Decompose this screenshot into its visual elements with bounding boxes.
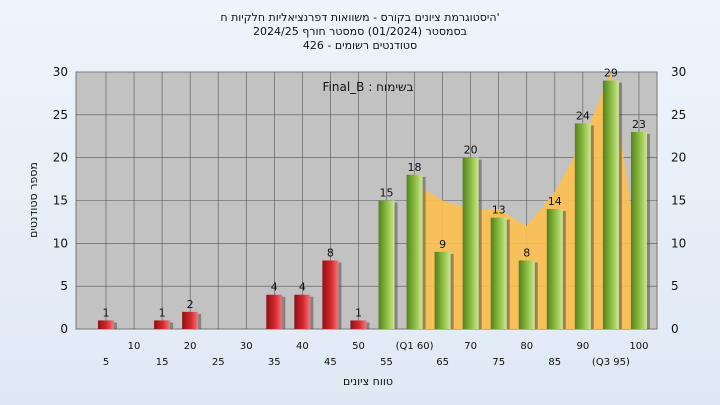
x-tick-label: 70	[464, 341, 477, 352]
bar	[294, 294, 311, 329]
x-tick-label: 30	[240, 341, 253, 352]
bar	[406, 174, 423, 329]
x-tick-label: 65	[436, 357, 449, 368]
data-label: 13	[492, 204, 506, 217]
y-tick-label-right: 10	[671, 236, 686, 250]
bar	[602, 80, 619, 329]
x-tick-label: 10	[128, 341, 141, 352]
y-tick-label-right: 0	[671, 322, 679, 336]
y-tick-label-right: 25	[671, 108, 686, 122]
title-line-3: סטודנטים רשומים - 426	[303, 39, 417, 52]
bar	[518, 260, 535, 329]
bar	[182, 311, 199, 329]
chart-title: 'היסטוגרמת ציונים בקורס - משוואות דפרנצי…	[220, 11, 499, 52]
data-label: 15	[380, 187, 394, 200]
data-label: 18	[408, 161, 422, 174]
data-label: 1	[103, 306, 110, 319]
y-tick-label-right: 15	[671, 194, 686, 208]
title-line-2: בסמסטר (01/2024) סמסטר חורף 2024/25	[253, 25, 467, 38]
y-tick-label-left: 5	[60, 279, 68, 293]
y-tick-label-right: 20	[671, 151, 686, 165]
bar	[490, 217, 507, 329]
data-label: 1	[355, 306, 362, 319]
bar	[350, 320, 367, 329]
bar	[630, 131, 647, 329]
x-tick-label: 55	[380, 357, 393, 368]
y-axis-ticks: 0 0 5 5 10 10 15 15 20 20 25 25 30 30	[53, 65, 687, 336]
annotation-label: בשימוח : Final_B	[323, 80, 414, 94]
bar	[574, 123, 591, 330]
y-tick-label-left: 30	[53, 65, 68, 79]
x-tick-label: 50	[352, 341, 365, 352]
data-label: 8	[327, 246, 334, 259]
x-tick-label: 90	[576, 341, 589, 352]
data-label: 14	[548, 195, 562, 208]
data-label: 1	[159, 306, 166, 319]
x-tick-label: 35	[268, 357, 281, 368]
bar	[378, 200, 395, 329]
y-tick-label-right: 30	[671, 65, 686, 79]
x-tick-label: 25	[212, 357, 225, 368]
title-line-1: 'היסטוגרמת ציונים בקורס - משוואות דפרנצי…	[220, 11, 499, 24]
data-label: 24	[576, 109, 590, 122]
data-label: 9	[439, 238, 446, 251]
bar	[266, 294, 283, 329]
data-label: 29	[604, 67, 618, 80]
x-tick-label: 45	[324, 357, 337, 368]
x-tick-label: 40	[296, 341, 309, 352]
y-tick-label-left: 15	[53, 194, 68, 208]
y-tick-label-left: 10	[53, 236, 68, 250]
data-label: 23	[632, 118, 646, 131]
x-tick-label: 20	[184, 341, 197, 352]
bar	[98, 320, 114, 329]
bar	[434, 251, 451, 329]
x-tick-label: 15	[156, 357, 169, 368]
data-label: 2	[187, 298, 194, 311]
y-tick-label-left: 20	[53, 151, 68, 165]
y-tick-label-left: 25	[53, 108, 68, 122]
x-axis-ticks: 5 10 15 20 25 30 35 40 45 50 55(Q1 60)65 70 75 80 85 90…	[103, 341, 649, 368]
x-axis-title: טווח ציונים	[343, 375, 393, 388]
bar-series	[98, 80, 650, 330]
y-axis-title: מספר סטודנטים	[27, 162, 40, 238]
x-tick-label: 100	[629, 341, 648, 352]
bar	[546, 209, 563, 329]
data-label: 4	[271, 281, 278, 294]
data-label: 8	[523, 246, 530, 259]
x-tick-label: 5	[103, 357, 109, 368]
x-tick-label: 85	[548, 357, 561, 368]
y-tick-label-right: 5	[671, 279, 679, 293]
x-tick-label: 75	[492, 357, 505, 368]
y-tick-label-left: 0	[60, 322, 68, 336]
data-label: 20	[464, 144, 478, 157]
x-tick-label: (Q1 60)	[396, 341, 434, 352]
x-tick-label: 80	[520, 341, 533, 352]
bar	[154, 320, 171, 329]
x-tick-label: (Q3 95)	[592, 357, 630, 368]
data-label: 4	[299, 281, 306, 294]
bar	[462, 157, 479, 329]
bar	[322, 260, 339, 329]
